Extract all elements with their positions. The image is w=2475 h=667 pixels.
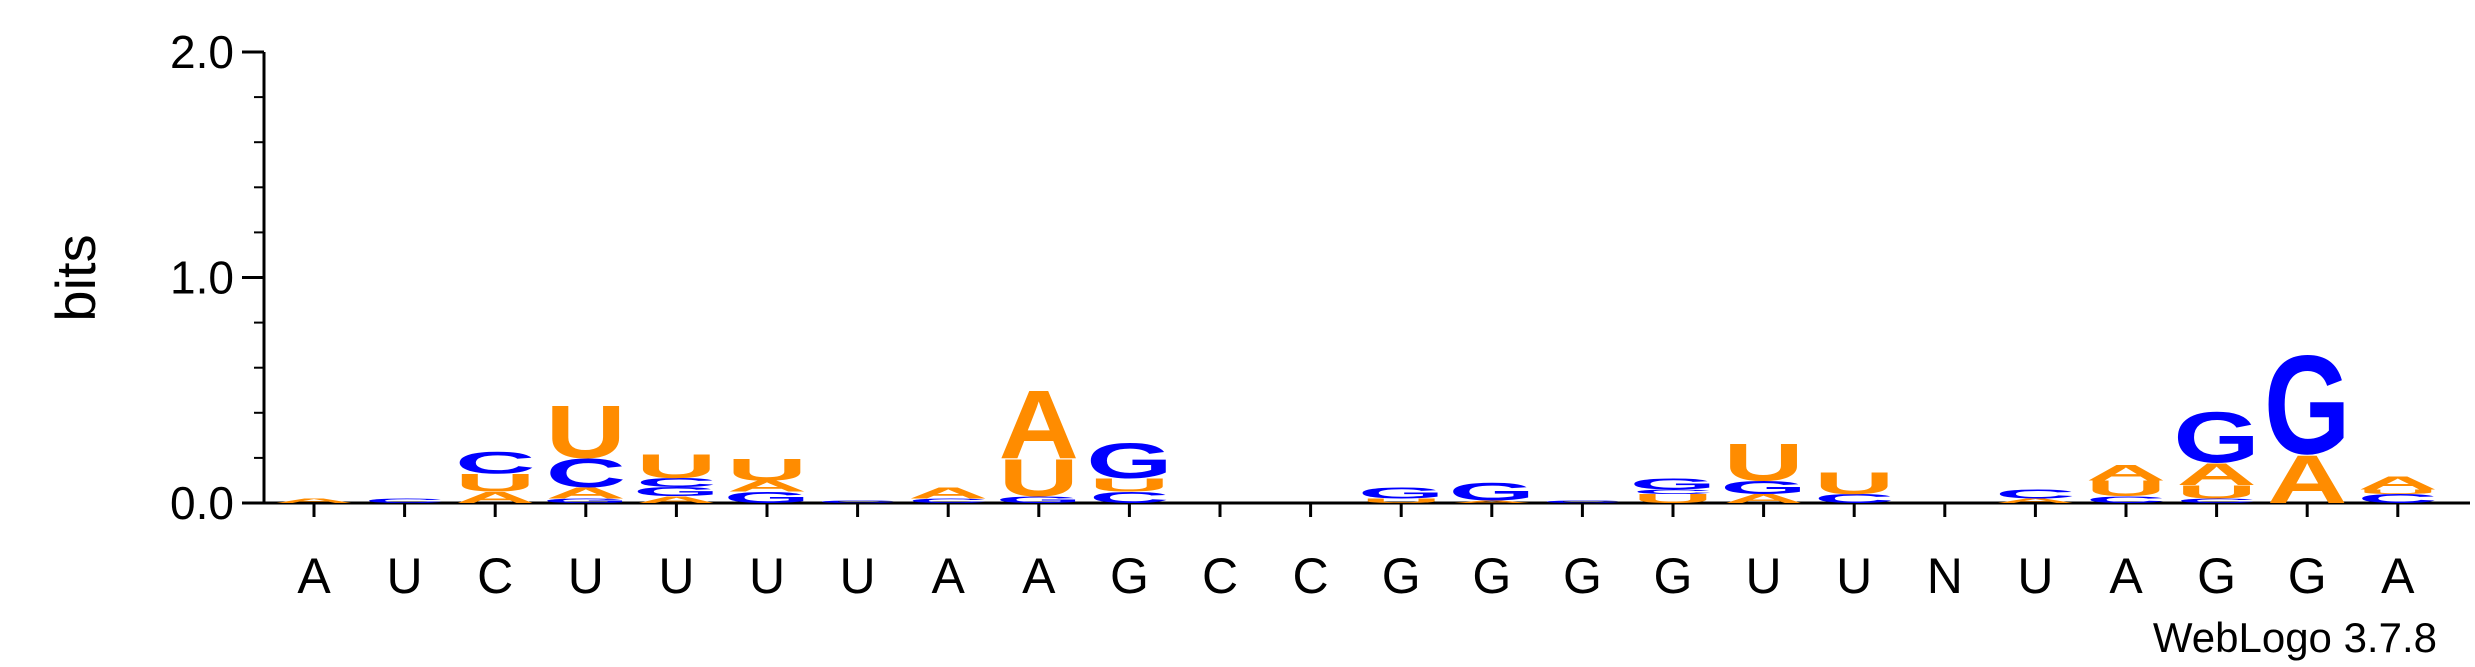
logo-letter-C: C [1542,500,1622,504]
logo-letter-U: U [1361,497,1441,504]
x-position-label: A [2381,548,2415,604]
logo-letter-U: U [727,452,807,487]
logo-letter-A: A [455,489,535,507]
logo-letter-C: C [2086,495,2166,505]
logo-letter-U: U [636,448,716,486]
x-position-label: U [2017,548,2053,604]
logo-letter-A: A [1723,492,1803,506]
y-axis: 0.0 1.0 2.0 [170,26,266,529]
logo-letter-A: A [999,371,1079,479]
x-position-label: C [477,548,513,604]
x-position-label: G [1563,548,1602,604]
logo-letter-C: C [455,446,535,481]
logo-letter-G: G [724,489,810,507]
x-position-label: U [658,548,694,604]
logo-letter-C: C [1089,489,1169,507]
logo-letter-A: A [908,484,988,502]
x-position-label: U [387,548,423,604]
x-position-label: U [840,548,876,604]
logo-letter-A: A [546,484,626,502]
x-position-label: G [1382,548,1421,604]
logo-letter-C: C [636,476,716,490]
logo-letter-G: G [543,497,629,504]
logo-letter-U: U [999,449,1079,508]
logo-letter-U: U [546,391,626,475]
logo-letter-C: C [364,497,444,504]
x-position-label: A [1022,548,1056,604]
x-position-label: G [2197,548,2236,604]
logo-letter-A: A [727,478,807,496]
logo-letter-G: G [1086,433,1172,489]
logo-letter-C: C [908,497,988,504]
logo-letter-G: G [1630,475,1716,493]
logo-letter-U: U [1633,492,1713,506]
logo-letter-A: A [2176,457,2256,492]
logo-letter-C: C [1814,492,1894,506]
logo-letter-G: G [2173,397,2259,478]
logo-letter-A: A [1452,500,1532,504]
y-axis-title: bits [44,234,107,321]
x-position-label: U [1836,548,1872,604]
logo-letter-U: U [1814,466,1894,501]
logo-letter-C: C [546,450,626,496]
y-tick-label: 2.0 [170,26,234,78]
x-position-label: G [1472,548,1511,604]
logo-letter-A: A [1995,497,2075,504]
x-position-label: N [1927,548,1963,604]
logo-letter-G: G [996,495,1082,505]
logo-letter-G: G [2264,326,2350,484]
x-position-label: U [749,548,785,604]
logo-letter-C: C [1995,487,2075,501]
x-position-label: U [568,548,604,604]
y-tick-label: 0.0 [170,477,234,529]
logo-letter-C: C [817,500,897,504]
logo-letter-C: C [1633,488,1713,495]
logo-letter-U: U [1723,433,1803,492]
logo-letter-A: A [2358,472,2438,493]
logo-letter-U: U [2176,482,2256,503]
x-position-label: U [1746,548,1782,604]
logo-letter-U: U [2086,477,2166,501]
x-position-label: C [1293,548,1329,604]
logo-letter-U: U [455,469,535,497]
weblogo-credit: WebLogo 3.7.8 [2153,614,2437,661]
logo-letter-G: G [1720,477,1806,498]
x-position-label: G [2288,548,2327,604]
x-position-label: A [2109,548,2143,604]
logo-letter-C: C [2176,497,2256,504]
logo-letter-C: C [2358,492,2438,506]
x-position-label: G [1654,548,1693,604]
logo-letter-G: G [633,485,719,499]
logo-letter-G: G [1358,484,1444,502]
logo-letter-A: A [274,497,354,504]
x-position-label: A [932,548,966,604]
logo-letter-G: G [1449,478,1535,506]
logo-letter-A: A [636,495,716,505]
x-position-label: C [1202,548,1238,604]
logo-letter-U: U [1089,475,1169,496]
x-position-label: A [297,548,331,604]
logo-letter-A: A [2086,461,2166,485]
y-tick-label: 1.0 [170,252,234,304]
logo-letter-U: U [2358,488,2438,495]
x-position-label: G [1110,548,1149,604]
